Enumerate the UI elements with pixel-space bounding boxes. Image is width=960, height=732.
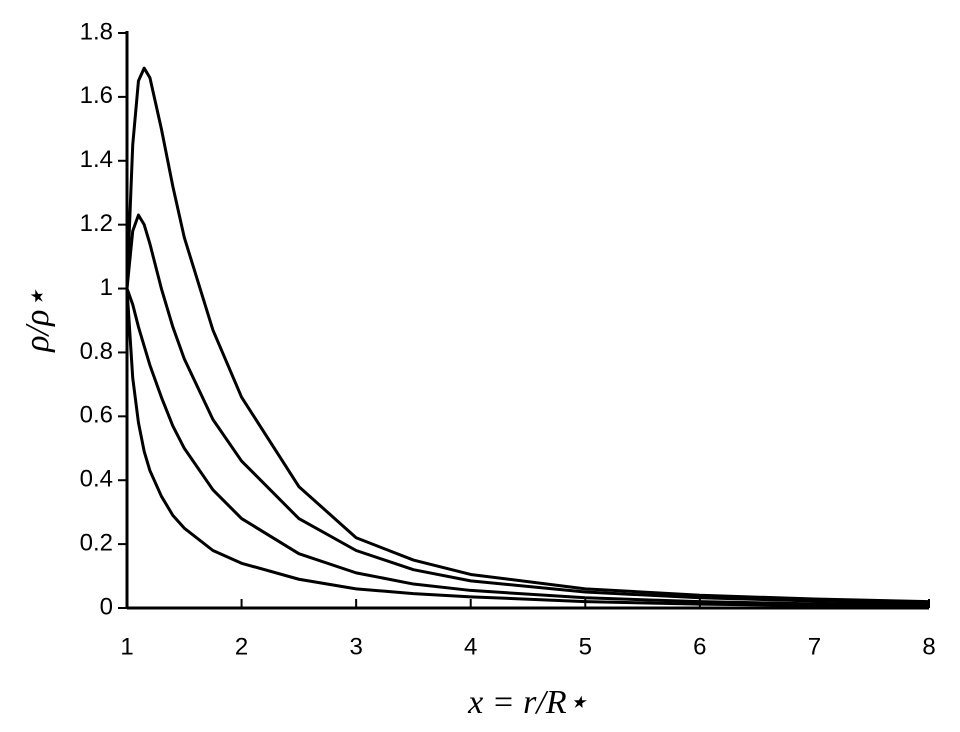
x-tick-label: 8 <box>922 633 935 660</box>
x-tick-label: 5 <box>579 633 592 660</box>
line <box>125 288 930 607</box>
y-tick-label: 0.2 <box>80 529 113 556</box>
y-tick-label: 1.6 <box>80 82 113 109</box>
line <box>125 288 930 608</box>
x-axis-title: x = r/R⋆ <box>467 684 588 721</box>
x-tick-label: 4 <box>464 633 477 660</box>
y-tick-label: 1 <box>100 274 113 301</box>
x-tick-label: 2 <box>235 633 248 660</box>
x-tick-label: 7 <box>808 633 821 660</box>
y-tick-label: 0.8 <box>80 338 113 365</box>
y-tick-label: 0.4 <box>80 466 113 493</box>
y-axis-title: ρ/ρ⋆ <box>19 288 56 352</box>
line <box>125 66 930 604</box>
y-tick-label: 0 <box>100 593 113 620</box>
x-tick-label: 3 <box>349 633 362 660</box>
y-tick-label: 1.4 <box>80 146 113 173</box>
line <box>125 213 930 605</box>
y-tick-label: 0.6 <box>80 402 113 429</box>
y-tick-label: 1.2 <box>80 210 113 237</box>
y-tick-label: 1.8 <box>80 18 113 45</box>
x-tick-label: 6 <box>693 633 706 660</box>
x-tick-label: 1 <box>120 633 133 660</box>
